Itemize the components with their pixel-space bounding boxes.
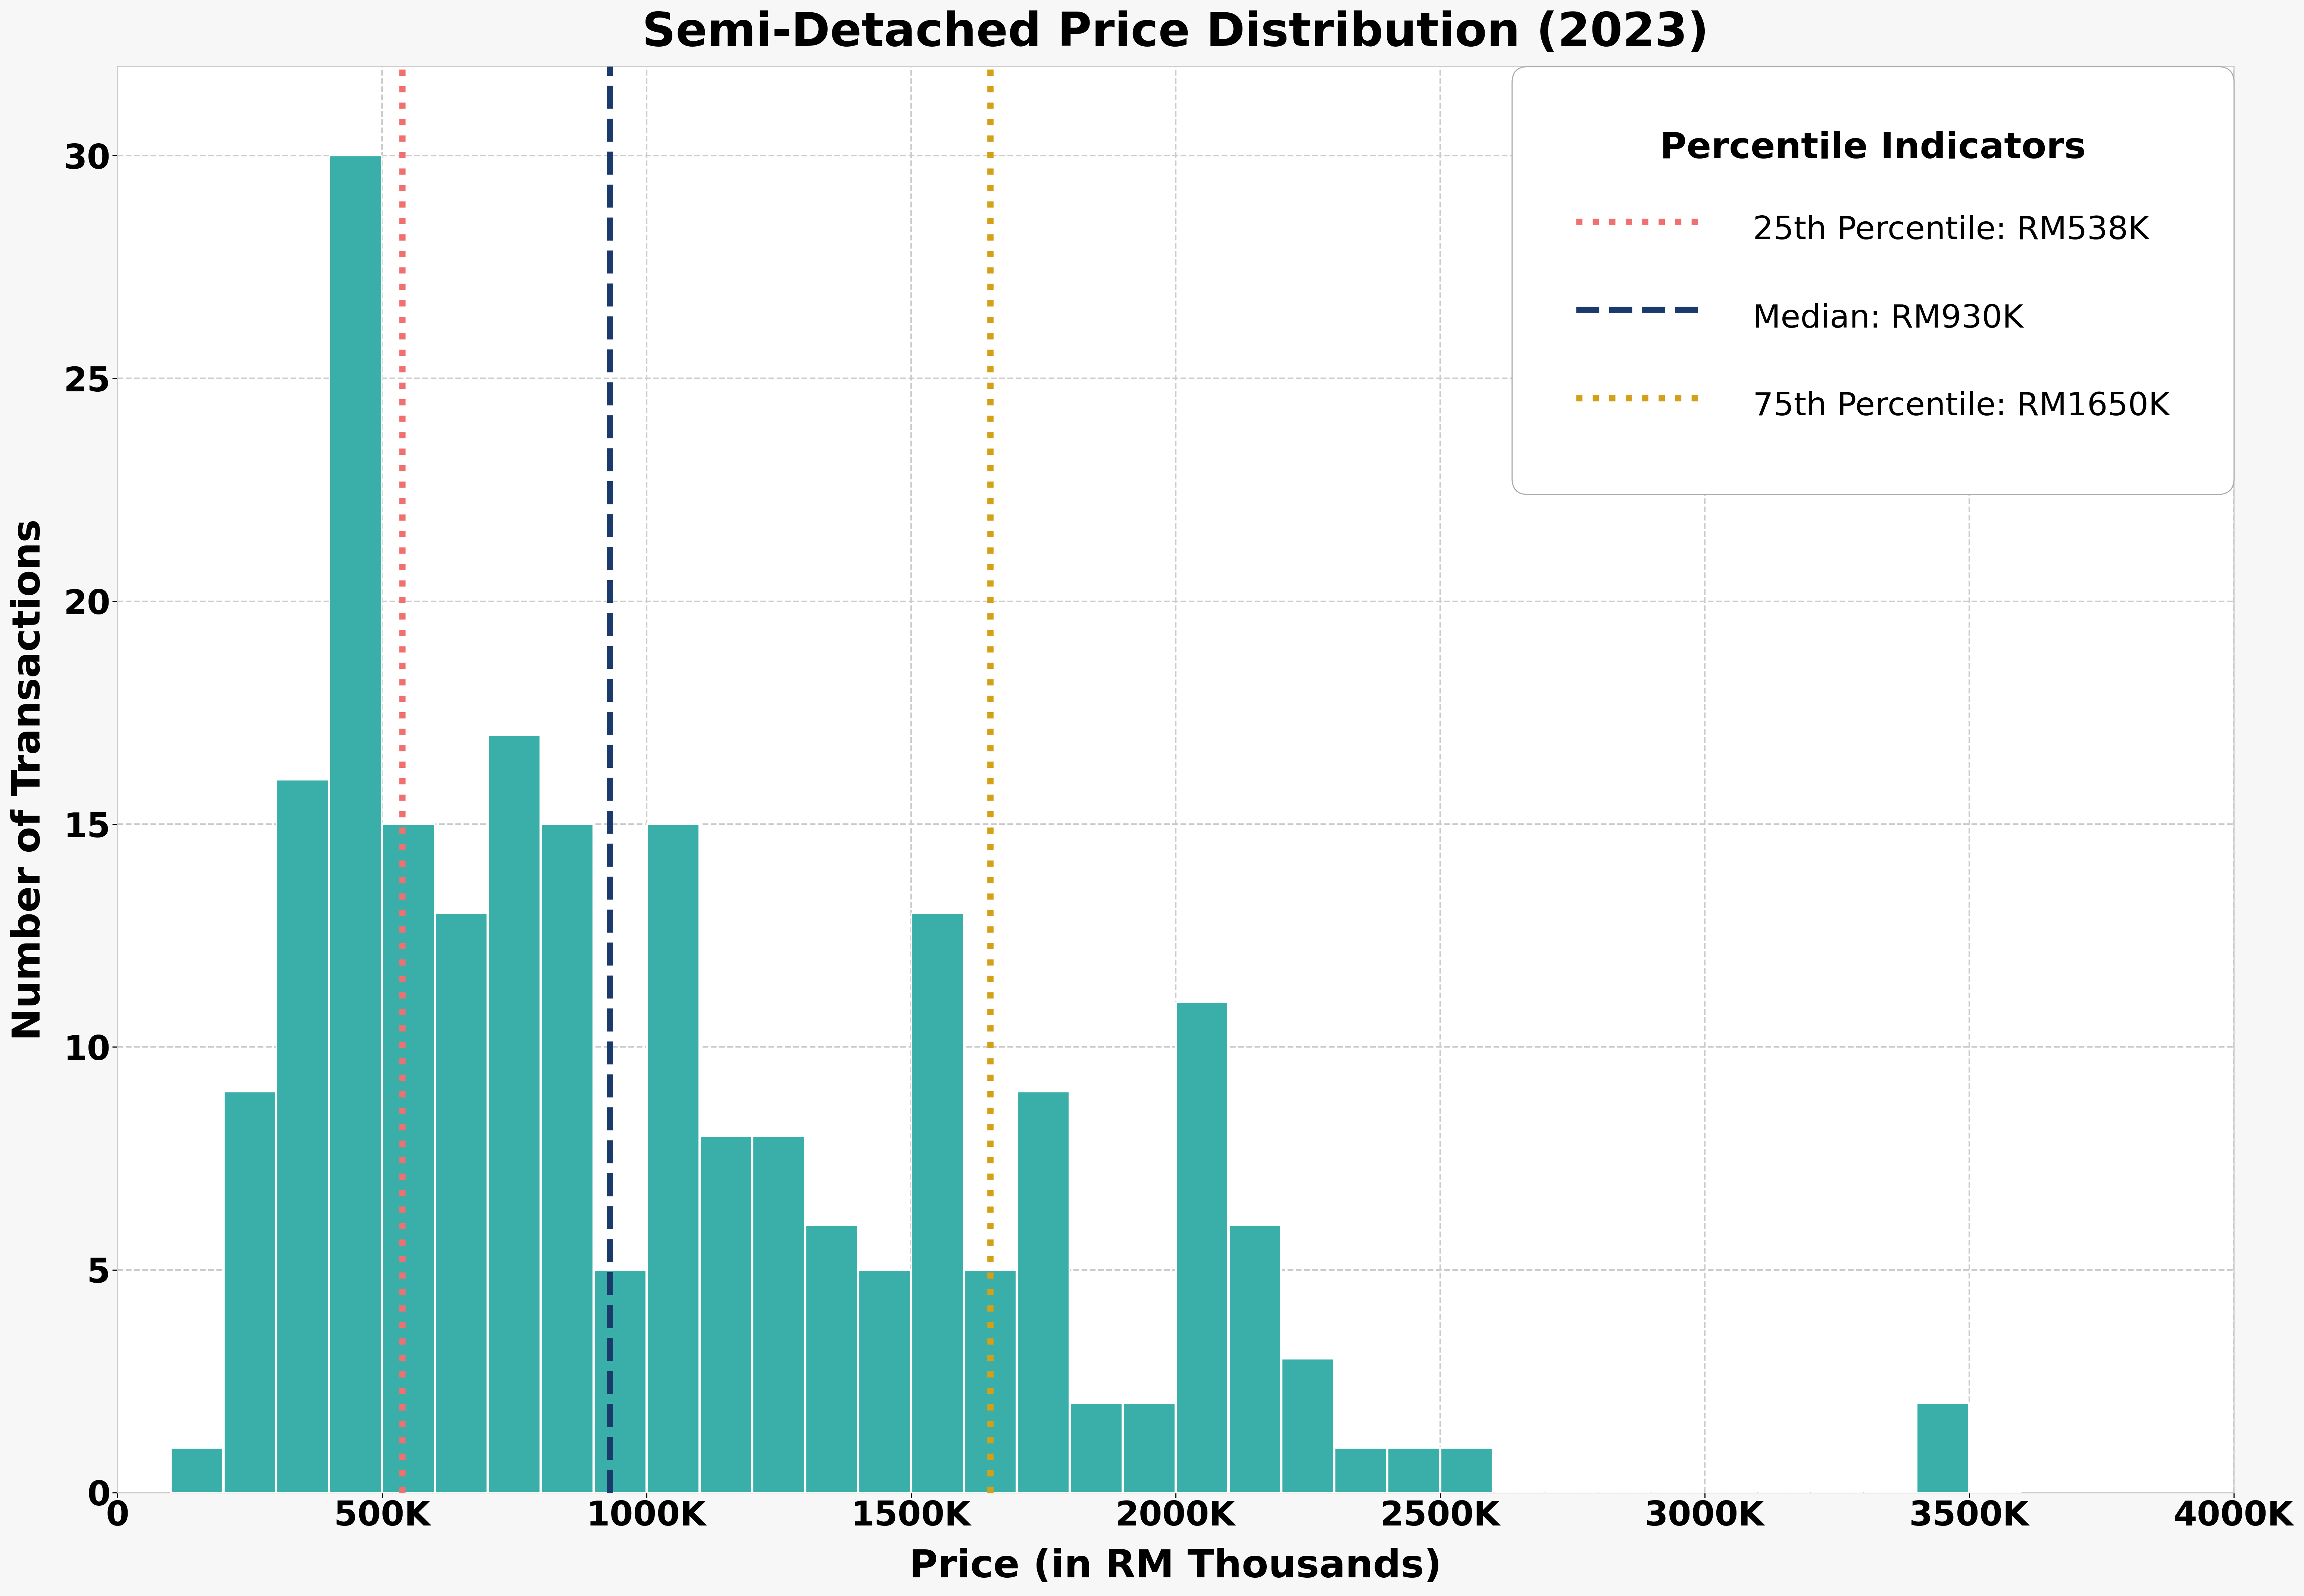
Bar (965, 1270, 1016, 1492)
Legend: 25th Percentile: RM538K, Median: RM930K, 75th Percentile: RM1650K: 25th Percentile: RM538K, Median: RM930K,… (1528, 83, 2219, 479)
Bar (859, 1270, 910, 1492)
Bar (1440, 1448, 1493, 1492)
Bar (488, 736, 541, 1492)
Bar (276, 779, 329, 1492)
Bar (912, 913, 963, 1492)
Bar (223, 1092, 276, 1492)
X-axis label: Price (in RM Thousands): Price (in RM Thousands) (910, 1548, 1442, 1586)
Bar (1122, 1403, 1175, 1492)
Bar (170, 1448, 223, 1492)
Bar (329, 156, 382, 1492)
Bar (700, 1136, 751, 1492)
Y-axis label: Number of Transactions: Number of Transactions (9, 519, 48, 1041)
Bar (1387, 1448, 1440, 1492)
Bar (1175, 1002, 1228, 1492)
Bar (1228, 1226, 1281, 1492)
Bar (435, 913, 488, 1492)
Bar (1281, 1358, 1334, 1492)
Bar (806, 1226, 857, 1492)
Bar (594, 1270, 645, 1492)
Bar (1334, 1448, 1387, 1492)
Title: Semi-Detached Price Distribution (2023): Semi-Detached Price Distribution (2023) (643, 10, 1710, 56)
Bar (541, 824, 592, 1492)
Bar (1917, 1403, 1968, 1492)
Bar (753, 1136, 804, 1492)
Bar (1018, 1092, 1069, 1492)
Bar (382, 824, 435, 1492)
Bar (1069, 1403, 1122, 1492)
Bar (647, 824, 698, 1492)
